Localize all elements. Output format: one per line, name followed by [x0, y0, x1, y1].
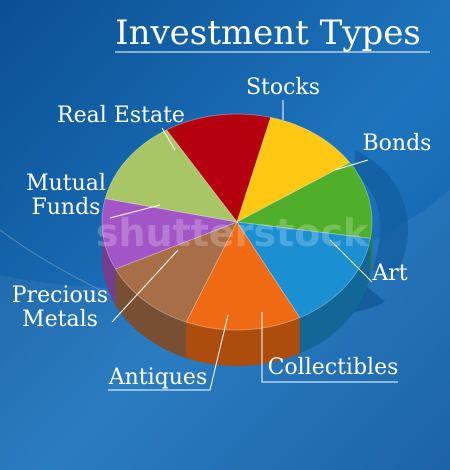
pie-slice-art	[235, 161, 373, 239]
decor-curve	[0, 229, 121, 301]
pie-slice-collectibles	[236, 221, 371, 319]
leader-line-collectibles	[261, 312, 398, 383]
pie-side-collectibles	[299, 238, 371, 354]
slice-label-stocks: Stocks	[246, 75, 320, 100]
pie-slice-real-estate	[104, 129, 238, 223]
leader-line-antiques	[108, 314, 229, 391]
leader-line-precious-metals	[111, 249, 179, 323]
leader-line-bonds	[334, 159, 369, 171]
label-layer: Stocks Bonds Art Collectibles Antiques Precio…	[12, 75, 432, 391]
slice-label-real-estate: Real Estate	[57, 103, 185, 128]
slice-label-bonds: Bonds	[363, 131, 432, 156]
pie-slice-mutual-funds	[101, 198, 239, 270]
pie-slice-antiques	[185, 221, 301, 331]
watermark: shutterstock	[96, 211, 369, 255]
slice-label-mutual-funds: Mutual Funds	[26, 171, 106, 220]
slice-label-collectibles: Collectibles	[268, 355, 399, 380]
pie-depth	[102, 219, 372, 366]
slice-label-precious-metals: Precious Metals	[12, 283, 108, 332]
pie-side-mutual-funds	[102, 220, 116, 305]
pie-top	[101, 113, 373, 331]
pie-side-art	[370, 219, 372, 275]
leader-line-real-estate	[161, 127, 176, 151]
leader-line-mutual-funds	[109, 204, 161, 219]
pie-slice-precious-metals	[114, 221, 238, 323]
pie-slice-stocks	[165, 113, 272, 223]
pie-side-precious-metals	[115, 268, 187, 359]
leader-line-art	[329, 239, 373, 283]
slice-label-antiques: Antiques	[108, 365, 208, 390]
pie-side-antiques	[186, 317, 300, 366]
pie-slice-bonds	[236, 116, 351, 223]
chart-title: Investment Types	[115, 13, 421, 53]
slice-label-art: Art	[371, 261, 407, 286]
